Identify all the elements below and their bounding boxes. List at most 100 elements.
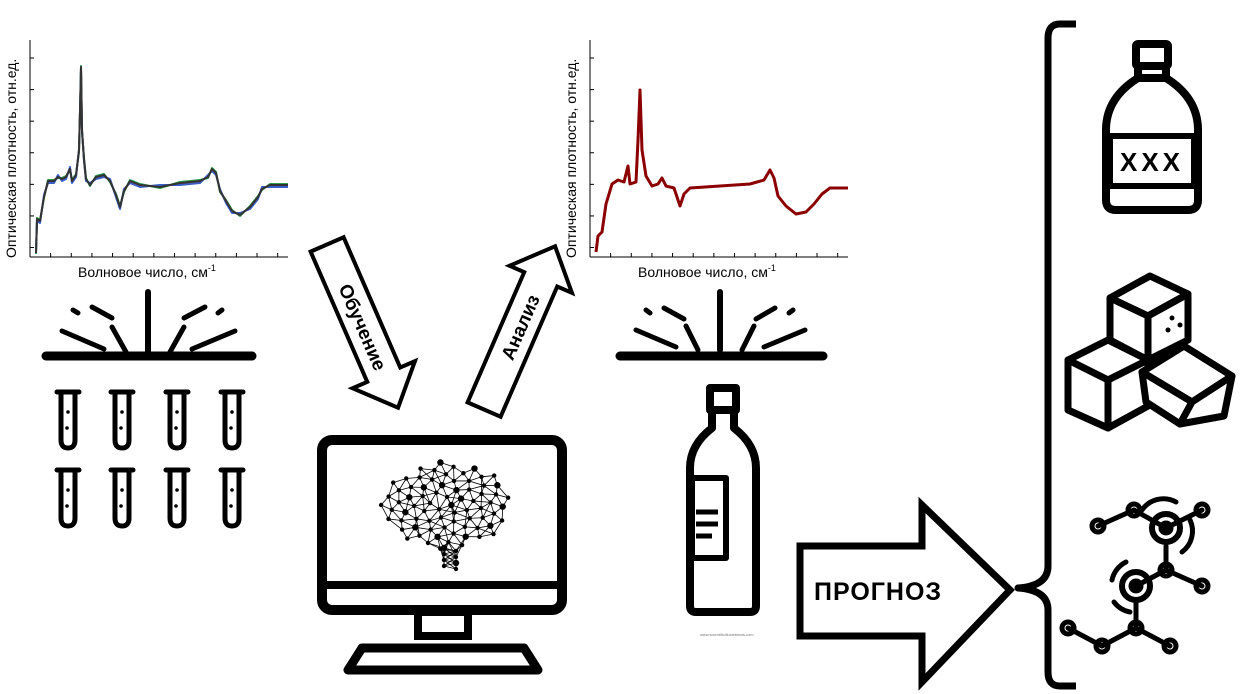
- brain-node: [467, 516, 472, 521]
- brain-node: [453, 566, 459, 572]
- brain-node: [420, 493, 425, 499]
- brain-node: [479, 474, 484, 479]
- left-spectrum-line: [35, 65, 288, 255]
- brain-node: [389, 507, 394, 512]
- brain-node: [505, 495, 511, 500]
- molecule-icon: [1059, 496, 1211, 655]
- right-light-burst-icon: [615, 289, 828, 361]
- left-spectrum-chart: Волновое число, см-1 Оптическая плотност…: [3, 40, 288, 280]
- brain-node: [453, 554, 459, 560]
- brain-node: [390, 480, 396, 485]
- brain-node: [499, 518, 505, 523]
- right-x-axis-title: Волновое число, см-1: [638, 263, 776, 280]
- brain-node: [491, 511, 497, 516]
- brain-node: [438, 515, 444, 520]
- left-spectrum-line: [35, 68, 288, 252]
- brain-node: [417, 533, 422, 538]
- brain-node: [477, 534, 482, 540]
- test-tube-icon: [108, 389, 136, 451]
- brain-node: [448, 501, 455, 509]
- brain-node: [478, 505, 484, 511]
- brain-node: [452, 559, 460, 567]
- brain-node: [488, 500, 493, 505]
- brain-node: [452, 510, 457, 515]
- right-y-axis-title: Оптическая плотность, отн.ед.: [563, 59, 579, 258]
- whisky-bottle-label: XXX: [1120, 147, 1184, 177]
- left-spectrum-line: [35, 67, 288, 253]
- brain-node: [462, 524, 468, 529]
- brain-node: [471, 498, 476, 504]
- brain-node: [412, 524, 419, 531]
- right-spectrum-series: [594, 88, 848, 253]
- brain-node: [434, 533, 441, 541]
- brain-node: [402, 509, 409, 516]
- test-tubes-icon: [54, 389, 246, 529]
- brain-node: [441, 563, 447, 569]
- left-spectrum-series: [35, 65, 288, 255]
- left-light-burst-icon: [41, 289, 257, 361]
- brain-node: [461, 470, 466, 476]
- brain-node: [442, 525, 447, 530]
- brain-node: [406, 494, 413, 501]
- brain-node: [399, 527, 405, 532]
- test-tube-icon: [218, 467, 246, 529]
- brain-node: [451, 478, 457, 484]
- brain-node: [466, 478, 472, 484]
- brain-node: [434, 490, 439, 495]
- brain-node: [440, 544, 448, 552]
- right-axis-ticks: [590, 57, 839, 257]
- test-tube-icon: [108, 467, 136, 529]
- brain-node: [404, 476, 409, 481]
- brain-node: [471, 465, 478, 472]
- brain-node: [417, 475, 422, 480]
- brain-node: [418, 466, 423, 471]
- left-axis-ticks: [30, 57, 279, 257]
- test-tube-icon: [54, 389, 82, 451]
- brain-node: [457, 495, 465, 502]
- brain-node: [480, 515, 485, 520]
- brain-node: [432, 467, 437, 473]
- brain-node: [386, 494, 391, 499]
- brain-node: [399, 518, 404, 523]
- tiny-caption: www.scientificillustrations.com: [700, 632, 754, 637]
- brain-node: [459, 542, 465, 548]
- brain-node: [451, 519, 456, 524]
- brain-node: [441, 551, 447, 557]
- test-tube-icon: [163, 467, 191, 529]
- left-y-axis-title: Оптическая плотность, отн.ед.: [3, 59, 19, 258]
- left-x-axis-title: Волновое число, см-1: [78, 263, 216, 280]
- brain-node: [427, 500, 433, 506]
- brain-node: [491, 473, 497, 478]
- brain-node: [420, 484, 428, 491]
- right-spectrum-line: [594, 88, 848, 253]
- brain-node: [427, 518, 432, 524]
- brain-node: [451, 464, 456, 470]
- brain-node: [491, 531, 496, 537]
- brain-node: [441, 557, 447, 563]
- brain-node: [405, 536, 410, 541]
- brain-node: [438, 481, 446, 489]
- brain-node: [411, 503, 417, 509]
- brain-node: [466, 487, 472, 492]
- training-arrow: Обучение: [307, 234, 419, 411]
- brain-node: [453, 548, 459, 554]
- brain-network-icon: [378, 459, 511, 572]
- computer-brain-network-icon: [317, 435, 567, 675]
- brain-node: [428, 527, 433, 532]
- brain-node: [481, 483, 487, 488]
- brain-node: [429, 477, 435, 482]
- test-tube-icon: [54, 467, 82, 529]
- forecast-arrow: ПРОГНОЗ: [796, 496, 1015, 691]
- brain-node: [414, 516, 419, 522]
- brain-node: [453, 486, 460, 494]
- brain-node: [464, 507, 470, 513]
- brain-node: [436, 507, 442, 512]
- brain-node: [443, 472, 449, 477]
- test-tube-icon: [218, 389, 246, 451]
- brain-node: [425, 540, 431, 546]
- brain-node: [451, 531, 456, 536]
- brain-node: [386, 516, 391, 522]
- brain-node: [444, 494, 450, 500]
- result-brace: [1014, 20, 1076, 690]
